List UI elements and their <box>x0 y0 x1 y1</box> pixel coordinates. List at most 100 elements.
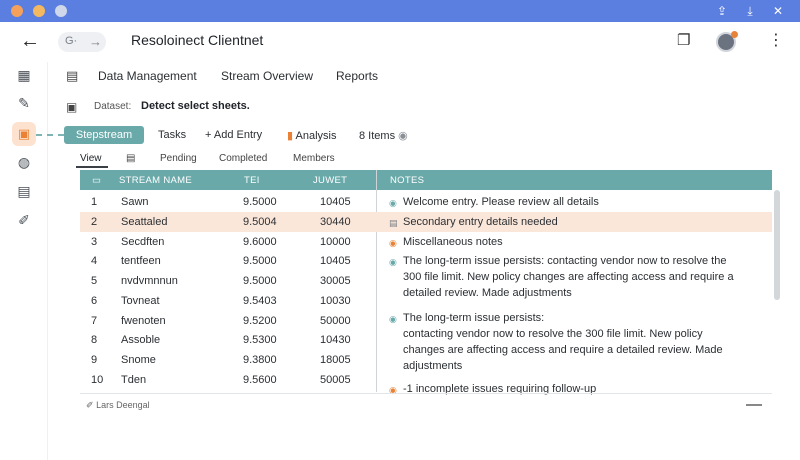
note-status-icon: ◉ <box>389 198 397 208</box>
more-vertical-icon[interactable]: ⋮ <box>768 32 784 49</box>
tei-cell: 9.6000 <box>243 236 277 248</box>
stream-name-cell: Assoble <box>121 334 161 346</box>
menu-data-management[interactable]: Data Management <box>98 69 197 83</box>
row-number: 4 <box>91 255 98 267</box>
database-icon[interactable]: ▤ <box>17 183 31 199</box>
tei-cell: 9.5000 <box>243 255 277 267</box>
tei-cell: 9.5000 <box>243 196 277 208</box>
note-text: Secondary entry details needed <box>403 216 558 228</box>
folder-icon: ▭ <box>92 175 102 186</box>
edit-icon[interactable]: ✎ <box>18 95 30 111</box>
analysis-icon: ▮ <box>287 130 294 142</box>
copy-icon[interactable]: ❐ <box>677 32 691 49</box>
note-status-icon: ◉ <box>389 314 397 324</box>
tasks-button[interactable]: Tasks <box>158 129 187 141</box>
globe-icon[interactable]: ◍ <box>17 154 31 170</box>
footer-user: ✐ Lars Deengal <box>86 400 150 411</box>
note-text: The long-term issue persists: contacting… <box>403 253 763 301</box>
juwet-cell: 50005 <box>320 374 351 386</box>
juwet-cell: 10030 <box>320 295 351 307</box>
juwet-cell: 18005 <box>320 354 351 366</box>
row-number: 8 <box>91 334 98 346</box>
stream-name-cell: tentfeen <box>121 255 161 267</box>
tei-cell: 9.5403 <box>243 295 277 307</box>
note-line: 300 file limit. New policy changes are a… <box>403 271 734 283</box>
tab-view[interactable]: View <box>80 153 102 164</box>
clipboard-icon[interactable]: ▤ <box>126 153 136 164</box>
footer-divider <box>80 393 772 394</box>
juwet-cell: 10000 <box>320 236 351 248</box>
note-line: detailed review. Made adjustments <box>403 287 572 299</box>
app-title: Resoloinect Clientnet <box>131 32 264 48</box>
row-number: 2 <box>91 216 98 228</box>
column-divider <box>376 170 377 392</box>
connector-line <box>36 134 64 136</box>
tab-completed[interactable]: Completed <box>219 153 268 164</box>
row-number: 3 <box>91 236 98 248</box>
stepstream-button[interactable]: Stepstream <box>64 126 144 144</box>
row-number: 1 <box>91 196 98 208</box>
pen-icon[interactable]: ✐ <box>18 212 30 228</box>
col-juwet[interactable]: JUWET <box>313 175 348 186</box>
col-tei[interactable]: TEI <box>244 175 260 186</box>
menu-reports[interactable]: Reports <box>336 69 379 83</box>
row-number: 10 <box>91 374 104 386</box>
window-maximize-button[interactable] <box>55 5 67 17</box>
close-icon[interactable]: ✕ <box>772 4 784 18</box>
tei-cell: 9.5300 <box>243 334 277 346</box>
tei-cell: 9.5004 <box>243 216 277 228</box>
calendar-icon[interactable]: ▦ <box>17 67 31 83</box>
tab-pending[interactable]: Pending <box>160 153 197 164</box>
note-text: -1 incomplete issues requiring follow-up <box>403 383 597 395</box>
dataset-icon: ▣ <box>66 100 78 114</box>
table-header: ▭ STREAM NAME TEI JUWET NOTES <box>80 170 772 190</box>
stream-name-cell: Seattaled <box>121 216 168 228</box>
add-entry-button[interactable]: + Add Entry <box>205 129 263 141</box>
juwet-cell: 30440 <box>320 216 351 228</box>
note-text: Miscellaneous notes <box>403 236 503 248</box>
window-minimize-button[interactable] <box>33 5 45 17</box>
notification-badge <box>731 31 738 38</box>
note-line: The long-term issue persists: <box>403 312 545 324</box>
footer-user-name: Lars Deengal <box>96 400 150 410</box>
col-notes[interactable]: NOTES <box>390 175 425 186</box>
note-status-icon: ▤ <box>389 218 398 228</box>
stream-name-cell: nvdvmnnun <box>121 275 178 287</box>
row-number: 6 <box>91 295 98 307</box>
note-text: The long-term issue persists: contacting … <box>403 310 763 374</box>
share-icon[interactable]: ⇪ <box>716 4 728 18</box>
collapse-handle[interactable] <box>746 404 762 406</box>
window-titlebar: ⇪ ⤓ ✕ <box>0 0 800 22</box>
analysis-button[interactable]: ▮ Analysis <box>287 129 336 142</box>
note-line: contacting vendor now to resolve the 300… <box>403 328 703 340</box>
window-close-button[interactable] <box>11 5 23 17</box>
stream-icon[interactable]: ▣ <box>12 122 36 146</box>
row-number: 9 <box>91 354 98 366</box>
info-icon: ◉ <box>398 130 408 142</box>
forward-arrow-icon[interactable]: → <box>89 34 102 49</box>
stream-name-cell: Secdften <box>121 236 165 248</box>
stream-name-cell: Tovneat <box>121 295 160 307</box>
tab-members[interactable]: Members <box>293 153 335 164</box>
pen-small-icon: ✐ <box>86 400 94 410</box>
nav-label: G· <box>65 35 78 47</box>
menu-stream-overview[interactable]: Stream Overview <box>221 69 314 83</box>
highlighted-row[interactable] <box>80 212 772 232</box>
juwet-cell: 10405 <box>320 255 351 267</box>
stream-name-cell: fwenoten <box>121 315 166 327</box>
note-line: adjustments <box>403 360 463 372</box>
download-icon[interactable]: ⤓ <box>747 4 753 18</box>
items-counter[interactable]: 8 Items ◉ <box>359 129 408 142</box>
avatar[interactable] <box>716 32 736 52</box>
stream-name-cell: Sawn <box>121 196 149 208</box>
dataset-value: Detect select sheets. <box>141 100 250 112</box>
col-stream-name[interactable]: STREAM NAME <box>119 175 192 186</box>
notes-scrollbar[interactable] <box>774 190 780 300</box>
nav-pill[interactable]: G· → <box>58 32 106 52</box>
back-arrow-icon[interactable]: ← <box>20 30 40 52</box>
note-line: The long-term issue persists: contacting… <box>403 255 727 267</box>
note-text: Welcome entry. Please review all details <box>403 196 599 208</box>
left-rail: ▦ ✎ ▣ ◍ ▤ ✐ <box>0 62 48 460</box>
row-number: 7 <box>91 315 98 327</box>
tei-cell: 9.3800 <box>243 354 277 366</box>
